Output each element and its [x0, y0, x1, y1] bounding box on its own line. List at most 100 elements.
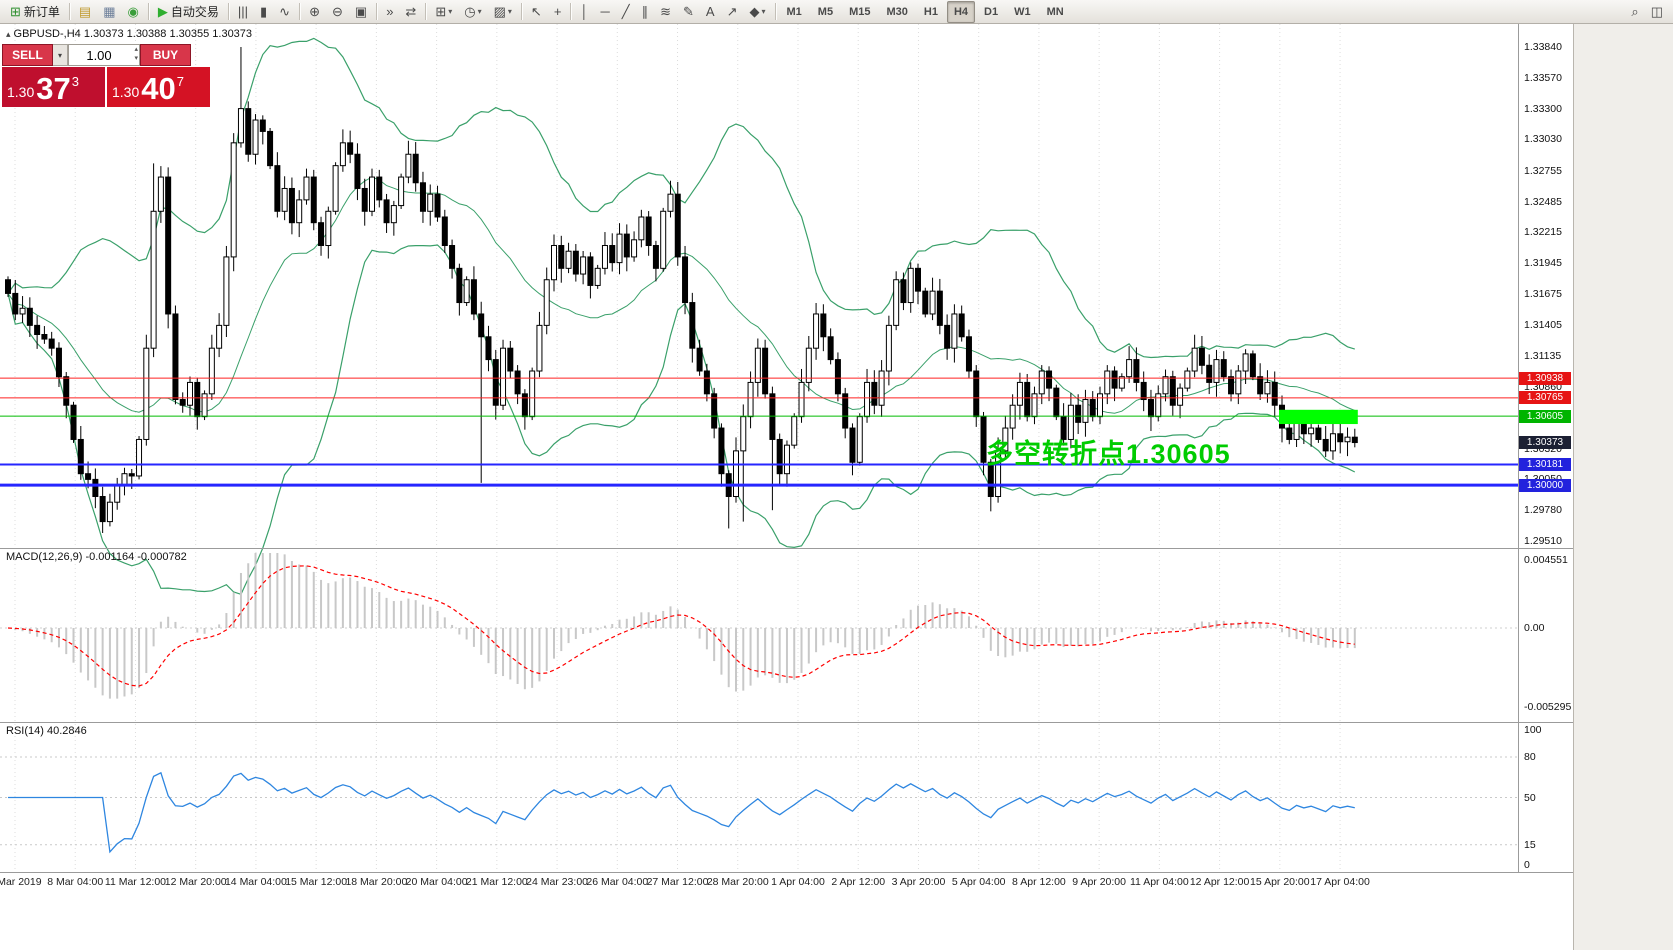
buy-price-button[interactable]: 1.30 40 7 [107, 67, 210, 107]
new-order-button[interactable]: ⊞ 新订单 [5, 1, 65, 23]
bar-chart-icon: ||| [237, 4, 249, 19]
price-level-badge: 1.30000 [1519, 478, 1571, 492]
data-window-icon[interactable]: ▦ [98, 1, 120, 23]
candlestick-chart-icon[interactable]: ▮ [255, 1, 272, 23]
text-tool-icon[interactable]: A [701, 1, 720, 23]
timeframe-button-d1[interactable]: D1 [984, 5, 999, 18]
bar-chart-icon[interactable]: ||| [233, 1, 253, 23]
chart-shift-icon[interactable]: ⇄ [400, 1, 421, 23]
chart-annotation: 多空转折点1.30605 [986, 439, 1231, 469]
dropdown-arrow-icon: ▾ [477, 7, 482, 16]
rsi-axis-label: 80 [1524, 751, 1536, 763]
timeframe-button-h4[interactable]: H4 [946, 0, 975, 23]
timeframe-button-m15[interactable]: M15 [849, 5, 871, 18]
time-axis-label: 8 Mar 04:00 [47, 876, 104, 888]
volume-spinner: ▴ ▾ [134, 45, 138, 63]
right-panel-filler [1573, 24, 1673, 950]
horizontal-line-icon[interactable]: ─ [596, 1, 615, 23]
price-axis-label: 1.29780 [1524, 504, 1562, 517]
search-icon[interactable]: ⌕ [1626, 1, 1643, 23]
sell-button[interactable]: SELL [2, 44, 53, 66]
buy-price-point: 7 [176, 74, 184, 89]
buy-price-figure: 1.30 [112, 84, 140, 100]
buy-button[interactable]: BUY [140, 44, 191, 66]
time-axis-label: 2 Apr 12:00 [831, 876, 886, 888]
toolbar-separator [774, 3, 776, 20]
zoom-out-icon[interactable]: ⊖ [327, 1, 348, 23]
vertical-line-icon[interactable]: │ [575, 1, 593, 23]
timeframe-button-mn[interactable]: MN [1046, 5, 1064, 18]
toolbar-separator [68, 3, 70, 20]
periods-icon[interactable]: ◷ ▾ [459, 1, 486, 23]
chart-canvas[interactable] [0, 24, 1673, 950]
dropdown-arrow-icon: ▾ [507, 7, 512, 16]
horizontal-line-icon: ─ [600, 4, 610, 19]
templates-icon[interactable]: ▨ ▾ [489, 1, 517, 23]
timeframe-button-m30[interactable]: M30 [886, 5, 908, 18]
volume-input[interactable] [68, 44, 140, 66]
zoom-in-icon[interactable]: ⊕ [304, 1, 325, 23]
price-axis-label: 1.33030 [1524, 133, 1562, 146]
price-axis-label: 1.31135 [1524, 349, 1562, 362]
sell-price-point: 3 [71, 74, 79, 89]
time-axis-label: 11 Mar 12:00 [104, 876, 166, 888]
arrow-tool-icon[interactable]: ↗ [722, 1, 743, 23]
crosshair-icon[interactable]: + [549, 1, 567, 23]
zoom-in-icon: ⊕ [309, 4, 320, 19]
timeframe-button-h1[interactable]: H1 [923, 5, 938, 18]
timeframe-button-m1[interactable]: M1 [786, 5, 802, 18]
main-toolbar: ⊞ 新订单 ▤ ▦ ◉ ▶ 自动交易 ||| ▮ ∿ ⊕ ⊖ ▣» ⇄ ⊞ ▾ ◷ ▾ ▨ ▾ ↖ + │ ─ ╱ ∥ ≋ ✎ A ↗ ◆ ▾… [0, 0, 1673, 24]
symbol-marker-icon: ▴ [6, 29, 11, 39]
drawing-tools-icon[interactable]: ✎ [678, 1, 699, 23]
channel-icon[interactable]: ∥ [637, 1, 654, 23]
time-axis-label: 28 Mar 20:00 [706, 876, 769, 888]
chart-shift-icon: ⇄ [405, 4, 417, 19]
line-chart-icon: ∿ [279, 4, 291, 19]
volume-dropdown-button[interactable]: ▾ [53, 44, 68, 66]
toolbar-separator [147, 3, 149, 20]
tile-windows-icon[interactable]: ▣ [350, 1, 372, 23]
symbol-ohlc-text: GBPUSD-,H4 1.30373 1.30388 1.30355 1.303… [13, 28, 253, 40]
rsi-indicator-label: RSI(14) 40.2846 [6, 725, 87, 737]
price-level-badge: 1.30373 [1519, 436, 1571, 450]
data-window-icon: ▦ [103, 4, 116, 19]
macd-indicator-label: MACD(12,26,9) -0.001164 -0.000782 [6, 551, 187, 563]
macd-axis-label: 0.00 [1524, 622, 1545, 634]
new-order-button-label: 新订单 [23, 5, 60, 19]
periods-icon: ◷ [464, 4, 476, 19]
channel-icon: ∥ [641, 4, 649, 19]
new-chart-icon: ⊞ [435, 4, 447, 19]
toolbar-right-group: ⌕ ◫ [1625, 1, 1669, 23]
fibonacci-icon: ≋ [660, 4, 671, 19]
line-chart-icon[interactable]: ∿ [274, 1, 295, 23]
shapes-icon: ◆ [749, 4, 760, 19]
time-axis-label: 3 Apr 20:00 [891, 876, 946, 888]
cursor-icon[interactable]: ↖ [526, 1, 547, 23]
fibonacci-icon[interactable]: ≋ [655, 1, 676, 23]
timeframe-button-m5[interactable]: M5 [817, 5, 834, 18]
auto-scroll-icon[interactable]: » [381, 1, 398, 23]
time-axis-label: 20 Mar 04:00 [405, 876, 468, 888]
price-axis-label: 1.32215 [1524, 226, 1562, 239]
search-icon: ⌕ [1631, 4, 1639, 19]
time-axis-label: 26 Mar 04:00 [586, 876, 649, 888]
new-chart-icon[interactable]: ⊞ ▾ [430, 1, 457, 23]
navigator-icon[interactable]: ◉ [123, 1, 144, 23]
spinner-up-icon[interactable]: ▴ [134, 46, 138, 53]
cursor-icon: ↖ [530, 4, 542, 19]
templates-icon: ▨ [493, 4, 506, 19]
autotrading-button[interactable]: ▶ 自动交易 [153, 1, 224, 23]
market-watch-icon[interactable]: ▤ [74, 1, 96, 23]
autotrading-play-icon: ▶ [157, 4, 168, 19]
macd-axis-label: 0.004551 [1524, 554, 1568, 566]
trendline-icon[interactable]: ╱ [617, 1, 635, 23]
rsi-axis-label: 50 [1524, 791, 1536, 804]
text-tool-icon: A [705, 4, 715, 19]
workspace-icon[interactable]: ◫ [1646, 1, 1668, 23]
timeframe-button-w1[interactable]: W1 [1014, 5, 1031, 18]
sell-price-button[interactable]: 1.30 37 3 [2, 67, 105, 107]
spinner-down-icon[interactable]: ▾ [134, 55, 138, 62]
time-axis-label: 11 Apr 04:00 [1129, 876, 1189, 888]
shapes-icon[interactable]: ◆ ▾ [744, 1, 770, 23]
